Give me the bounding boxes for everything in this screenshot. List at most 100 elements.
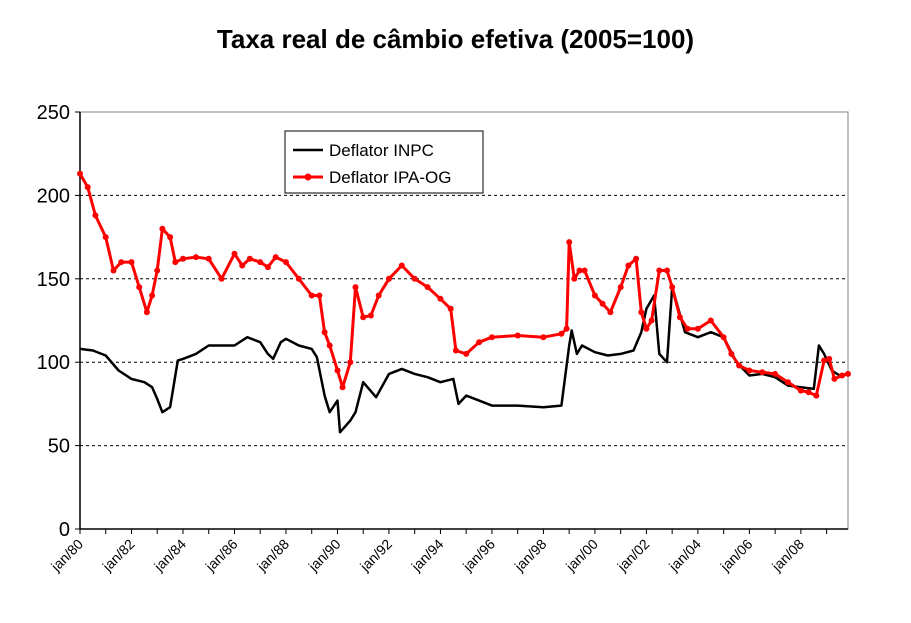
series-point-ipa-og bbox=[656, 267, 663, 274]
tick-label-y: 200 bbox=[37, 185, 70, 207]
series-point-ipa-og bbox=[447, 305, 454, 312]
tick-label-x: jan/88 bbox=[253, 536, 292, 575]
series-point-ipa-og bbox=[839, 372, 846, 379]
series-point-ipa-og bbox=[684, 325, 691, 332]
series-point-ipa-og bbox=[257, 259, 264, 266]
series-point-ipa-og bbox=[367, 312, 374, 319]
tick-label-x: jan/80 bbox=[47, 536, 86, 575]
series-point-ipa-og bbox=[813, 392, 820, 399]
series-point-ipa-og bbox=[239, 262, 246, 269]
series-point-ipa-og bbox=[643, 325, 650, 332]
series-point-ipa-og bbox=[736, 362, 743, 369]
series-line-inpc bbox=[79, 285, 849, 434]
legend: Deflator INPC Deflator IPA-OG bbox=[284, 130, 484, 194]
series-point-ipa-og bbox=[316, 292, 323, 299]
series-point-ipa-og bbox=[398, 262, 405, 269]
series-layer bbox=[77, 170, 851, 434]
tick-label-y: 150 bbox=[37, 269, 70, 291]
series-point-ipa-og bbox=[638, 309, 645, 316]
series-point-ipa-og bbox=[218, 275, 225, 282]
series-point-ipa-og bbox=[566, 239, 573, 246]
tick-label-y: 0 bbox=[59, 519, 70, 541]
series-point-ipa-og bbox=[831, 375, 838, 382]
series-point-ipa-og bbox=[720, 334, 727, 341]
series-point-ipa-og bbox=[424, 284, 431, 291]
series-point-ipa-og bbox=[192, 254, 199, 261]
series-point-ipa-og bbox=[845, 370, 851, 377]
tick-label-x: jan/90 bbox=[305, 536, 344, 575]
series-point-ipa-og bbox=[617, 284, 624, 291]
series-point-ipa-og bbox=[143, 309, 150, 316]
series-point-ipa-og bbox=[694, 325, 701, 332]
gridlines bbox=[80, 194, 848, 447]
series-point-ipa-og bbox=[102, 234, 109, 241]
series-point-ipa-og bbox=[476, 339, 483, 346]
tick-label-x: jan/86 bbox=[202, 536, 241, 575]
tick-label-y: 100 bbox=[37, 352, 70, 374]
series-point-ipa-og bbox=[231, 250, 238, 257]
series-point-ipa-og bbox=[826, 355, 833, 362]
series-point-ipa-og bbox=[437, 295, 444, 302]
series-point-ipa-og bbox=[128, 259, 135, 266]
series-point-ipa-og bbox=[772, 370, 779, 377]
series-point-ipa-og bbox=[488, 334, 495, 341]
chart-title: Taxa real de câmbio efetiva (2005=100) bbox=[216, 24, 695, 54]
series-point-ipa-og bbox=[205, 255, 212, 262]
series-point-ipa-og bbox=[283, 259, 289, 266]
tick-label-x: jan/98 bbox=[511, 536, 550, 575]
series-point-ipa-og bbox=[84, 184, 91, 191]
series-point-ipa-og bbox=[375, 292, 382, 299]
tick-label-x: jan/08 bbox=[768, 536, 807, 575]
series-point-ipa-og bbox=[321, 329, 328, 336]
series-point-ipa-og bbox=[540, 334, 547, 341]
series-point-ipa-og bbox=[821, 357, 828, 364]
series-point-ipa-og bbox=[411, 275, 418, 282]
series-point-ipa-og bbox=[785, 379, 791, 386]
series-point-ipa-og bbox=[347, 359, 354, 366]
series-point-ipa-og bbox=[118, 259, 125, 266]
tick-label-y: 250 bbox=[37, 102, 70, 124]
series-point-ipa-og bbox=[669, 284, 676, 291]
legend-label-ipa-og: Deflator IPA-OG bbox=[329, 168, 452, 187]
series-point-ipa-og bbox=[664, 267, 670, 274]
series-point-ipa-og bbox=[264, 264, 271, 271]
series-point-ipa-og bbox=[558, 330, 565, 337]
series-point-ipa-og bbox=[607, 309, 614, 316]
series-point-ipa-og bbox=[633, 255, 640, 262]
series-point-ipa-og bbox=[386, 275, 392, 282]
tick-label-x: jan/06 bbox=[717, 536, 756, 575]
tick-label-x: jan/92 bbox=[356, 536, 395, 575]
series-point-ipa-og bbox=[759, 369, 766, 376]
series-point-ipa-og bbox=[136, 284, 143, 291]
series-point-ipa-og bbox=[326, 342, 333, 349]
tick-label-x: jan/02 bbox=[614, 536, 653, 575]
series-point-ipa-og bbox=[110, 267, 117, 274]
series-point-ipa-og bbox=[339, 384, 346, 391]
legend-marker-ipa-og bbox=[304, 173, 312, 181]
series-point-ipa-og bbox=[180, 255, 186, 262]
series-point-ipa-og bbox=[591, 292, 598, 299]
series-point-ipa-og bbox=[272, 254, 279, 261]
tick-label-x: jan/04 bbox=[665, 536, 704, 575]
series-point-ipa-og bbox=[159, 225, 166, 232]
series-point-ipa-og bbox=[360, 314, 367, 321]
legend-label-inpc: Deflator INPC bbox=[329, 141, 434, 160]
series-point-ipa-og bbox=[463, 350, 470, 357]
series-point-ipa-og bbox=[452, 347, 459, 354]
series-point-ipa-og bbox=[676, 314, 683, 321]
series-point-ipa-og bbox=[154, 267, 161, 274]
series-point-ipa-og bbox=[167, 234, 174, 241]
tick-label-y: 50 bbox=[48, 436, 70, 458]
series-point-ipa-og bbox=[246, 255, 253, 262]
series-point-ipa-og bbox=[625, 262, 632, 269]
series-point-ipa-og bbox=[797, 387, 804, 394]
series-point-ipa-og bbox=[172, 259, 179, 266]
series-point-ipa-og bbox=[728, 350, 735, 357]
series-point-ipa-og bbox=[77, 170, 83, 177]
series-point-ipa-og bbox=[92, 212, 99, 219]
series-point-ipa-og bbox=[571, 275, 578, 282]
series-point-ipa-og bbox=[648, 317, 655, 324]
series-point-ipa-og bbox=[563, 325, 570, 332]
